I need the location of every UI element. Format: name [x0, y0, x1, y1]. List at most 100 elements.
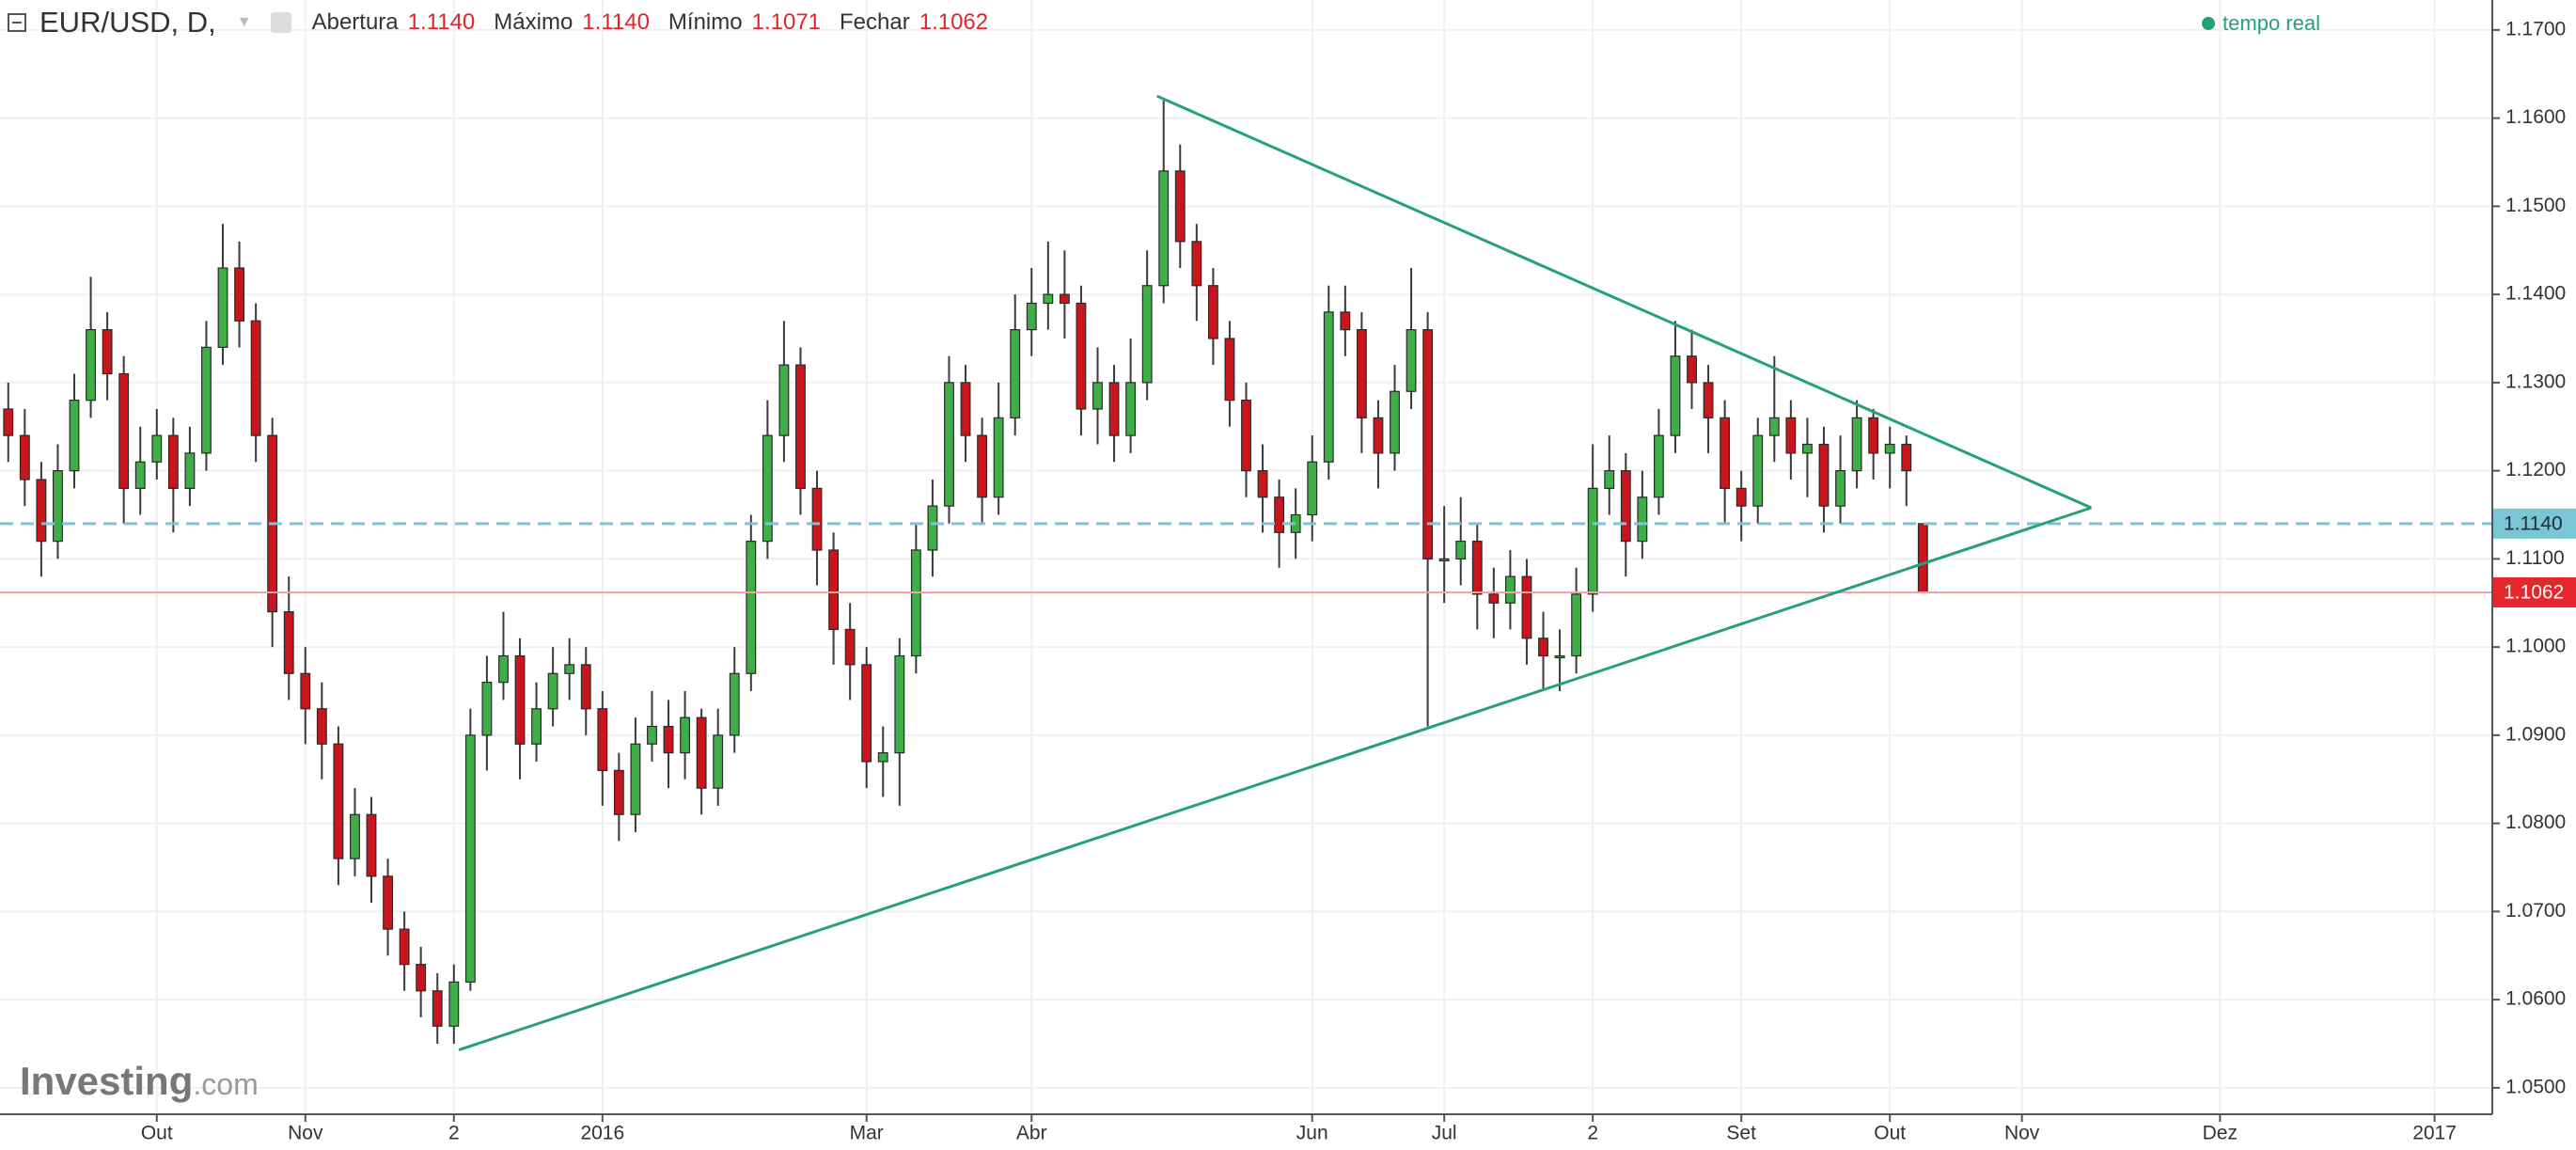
x-tick-label: Jun: [1296, 1123, 1328, 1144]
status-dot: [2202, 17, 2216, 30]
x-tick-label: 2: [448, 1123, 460, 1144]
candle-body: [1125, 382, 1137, 436]
dropdown-caret[interactable]: ▼: [236, 14, 252, 30]
candle-body: [877, 752, 888, 763]
candle-body: [1274, 496, 1285, 533]
x-tick-label: Out: [141, 1123, 173, 1144]
x-tick-label: 2017: [2412, 1123, 2457, 1144]
candle-body: [713, 734, 724, 789]
candle-body: [234, 267, 244, 322]
candle-body: [1587, 487, 1598, 595]
x-tick-label: Jul: [1432, 1123, 1457, 1144]
candle-body: [1158, 170, 1170, 287]
candle-body: [746, 541, 757, 674]
trendline: [458, 506, 2092, 1051]
candle-body: [86, 329, 96, 402]
candle-body: [1917, 523, 1928, 593]
candle-body: [102, 329, 113, 375]
x-tick-label: Set: [1726, 1123, 1756, 1144]
candle-body: [1703, 382, 1714, 418]
candle-body: [1224, 338, 1235, 402]
candle-body: [696, 717, 707, 789]
symbol[interactable]: EUR/USD, D,: [39, 6, 216, 39]
candle-body: [432, 990, 443, 1027]
candle-body: [250, 320, 261, 436]
candle-body: [1323, 311, 1334, 463]
candle-body: [1521, 575, 1532, 639]
candle-body: [1076, 302, 1087, 410]
candle-body: [1191, 241, 1202, 287]
candle-body: [795, 364, 806, 489]
y-tick-label: 1.1000: [2505, 636, 2566, 657]
ohlc-label: Fechar: [840, 9, 910, 35]
y-tick-label: 1.1400: [2505, 283, 2566, 305]
candle-body: [1851, 417, 1862, 472]
candle-body: [217, 267, 228, 348]
ohlc-label: Mínimo: [668, 9, 743, 35]
candle-body: [481, 682, 493, 736]
trendline: [1156, 94, 2092, 510]
candle-body: [811, 487, 823, 551]
candle-body: [1422, 329, 1434, 559]
candle-body: [1670, 355, 1681, 436]
watermark-brand: Investing: [20, 1059, 194, 1103]
candle-body: [1752, 434, 1764, 507]
x-tick-label: Out: [1874, 1123, 1906, 1144]
candle-body: [1884, 443, 1895, 454]
candle-body: [1356, 329, 1367, 418]
candle-body: [778, 364, 790, 436]
candle-body: [1604, 470, 1615, 489]
candle-body: [514, 654, 526, 745]
x-tick-label: Nov: [288, 1123, 323, 1144]
candle-body: [1307, 461, 1318, 516]
candle-body: [844, 628, 856, 666]
candle-body: [1174, 170, 1186, 243]
candle-body: [350, 813, 360, 859]
ohlc-label: Máximo: [494, 9, 573, 35]
candle-body: [416, 964, 427, 992]
candle-body: [1720, 417, 1731, 489]
candle-body: [1010, 329, 1021, 418]
x-tick-label: Mar: [850, 1123, 884, 1144]
candle-body: [316, 708, 327, 745]
candle-body: [580, 664, 591, 710]
candle-body: [960, 382, 971, 436]
candle-body: [1092, 382, 1103, 410]
y-tick-label: 1.1700: [2505, 18, 2566, 39]
candle-body: [729, 672, 740, 736]
candle-body: [1241, 400, 1251, 472]
candle-body: [531, 708, 542, 745]
candle-body: [1108, 382, 1120, 436]
candle-body: [1801, 443, 1813, 454]
candle-body: [1818, 443, 1830, 507]
x-tick-label: Nov: [2004, 1123, 2040, 1144]
candle-body: [1141, 285, 1153, 384]
watermark-suffix: .com: [193, 1067, 259, 1101]
price-label-box: [2493, 577, 2576, 607]
candle-body: [613, 769, 624, 815]
candle-body: [1637, 496, 1648, 543]
candle-body: [1390, 390, 1400, 454]
settings-button[interactable]: [270, 12, 291, 33]
y-tick-label: 1.1200: [2505, 459, 2566, 480]
status: tempo real: [2202, 11, 2320, 36]
y-tick-label: 1.1100: [2505, 547, 2565, 569]
collapse-button[interactable]: [8, 13, 26, 32]
candle-body: [680, 717, 691, 754]
candle-body: [1620, 470, 1631, 543]
candle-body: [564, 664, 575, 674]
x-tick-label: 2: [1587, 1123, 1598, 1144]
candle-body: [944, 382, 954, 507]
ohlc-value: 1.1071: [751, 9, 822, 35]
y-tick-label: 1.0800: [2505, 811, 2566, 833]
candle-body: [1687, 355, 1697, 384]
y-tick-label: 1.0600: [2505, 988, 2566, 1010]
candle-body: [464, 734, 476, 983]
candle-body: [19, 434, 30, 480]
candle-body: [1026, 302, 1037, 331]
candle-body: [201, 346, 212, 454]
candle-body: [977, 434, 988, 498]
candle-body: [663, 725, 674, 754]
x-tick-label: Dez: [2203, 1123, 2238, 1144]
